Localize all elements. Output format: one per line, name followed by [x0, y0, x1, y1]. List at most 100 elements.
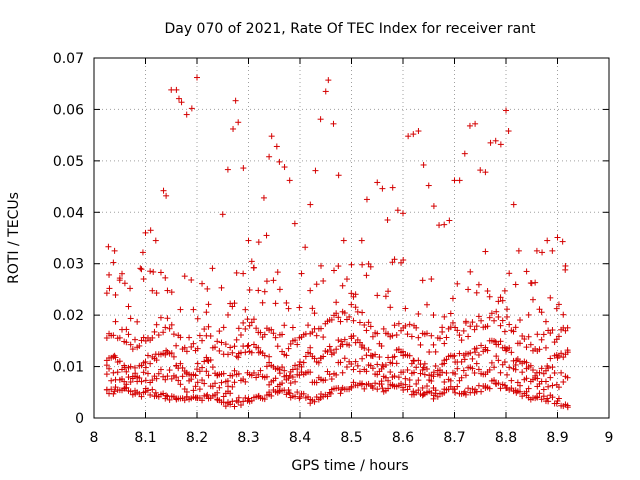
data-point — [359, 355, 366, 362]
data-point — [302, 353, 309, 360]
data-point — [512, 281, 519, 288]
data-point — [536, 346, 543, 353]
data-point — [311, 355, 318, 362]
data-point — [421, 371, 428, 378]
data-point — [555, 333, 562, 340]
data-point — [207, 356, 214, 363]
data-point — [380, 325, 387, 332]
data-point — [175, 377, 182, 384]
data-point — [441, 313, 448, 320]
data-point — [395, 320, 402, 327]
data-point — [348, 384, 355, 391]
data-point — [339, 282, 346, 289]
data-point — [222, 341, 229, 348]
data-point — [488, 359, 495, 366]
data-point — [110, 390, 117, 397]
data-point — [123, 381, 130, 388]
data-point — [261, 331, 268, 338]
data-point — [222, 403, 229, 410]
data-point — [439, 390, 446, 397]
data-point — [473, 360, 480, 367]
data-point — [328, 376, 335, 383]
data-point — [456, 332, 463, 339]
data-point — [177, 334, 184, 341]
data-point — [369, 333, 376, 340]
data-point — [428, 332, 435, 339]
data-point — [510, 357, 517, 364]
data-point — [327, 347, 334, 354]
data-point — [183, 111, 190, 118]
data-point — [192, 383, 199, 390]
axis-ticks — [93, 57, 610, 419]
data-point — [452, 370, 459, 377]
data-point — [281, 367, 288, 374]
data-point — [439, 369, 446, 376]
data-point — [562, 262, 569, 269]
data-point — [199, 364, 206, 371]
data-point — [359, 380, 366, 387]
data-point — [486, 366, 493, 373]
data-point — [305, 322, 312, 329]
data-point — [462, 391, 469, 398]
y-tick-label: 0.01 — [53, 360, 84, 376]
data-point — [527, 341, 534, 348]
data-point — [235, 119, 242, 126]
data-point — [436, 335, 443, 342]
data-point — [298, 363, 305, 370]
data-point — [105, 243, 112, 250]
data-point — [529, 296, 536, 303]
data-point — [127, 341, 134, 348]
data-point — [423, 330, 430, 337]
data-point — [279, 380, 286, 387]
data-point — [495, 313, 502, 320]
data-point — [402, 305, 409, 312]
data-point — [473, 323, 480, 330]
data-point — [127, 315, 134, 322]
data-point — [305, 393, 312, 400]
data-point — [343, 276, 350, 283]
data-point — [495, 341, 502, 348]
data-point — [555, 384, 562, 391]
data-point — [341, 355, 348, 362]
data-point — [492, 137, 499, 144]
data-point — [534, 375, 541, 382]
data-point — [129, 391, 136, 398]
data-point — [356, 368, 363, 375]
data-point — [274, 343, 281, 350]
data-point — [458, 358, 465, 365]
data-point — [330, 120, 337, 127]
data-point — [147, 360, 154, 367]
data-point — [188, 343, 195, 350]
data-point — [341, 336, 348, 343]
data-point — [555, 395, 562, 402]
data-point — [564, 347, 571, 354]
data-point — [123, 339, 130, 346]
data-point — [514, 379, 521, 386]
data-point — [519, 332, 526, 339]
data-point — [540, 393, 547, 400]
x-tick-label: 8.8 — [495, 430, 517, 446]
data-point — [157, 366, 164, 373]
data-point — [294, 389, 301, 396]
data-point — [318, 325, 325, 332]
data-point — [173, 374, 180, 381]
data-point — [150, 268, 157, 275]
data-point — [242, 349, 249, 356]
data-point — [285, 345, 292, 352]
data-point — [179, 373, 186, 380]
data-point — [190, 387, 197, 394]
data-point — [417, 341, 424, 348]
data-point — [276, 158, 283, 165]
data-point — [307, 201, 314, 208]
data-point — [363, 368, 370, 375]
data-point — [123, 368, 130, 375]
data-point — [322, 88, 329, 95]
data-point — [337, 390, 344, 397]
data-point — [106, 271, 113, 278]
data-point — [488, 310, 495, 317]
data-point — [495, 380, 502, 387]
data-point — [166, 367, 173, 374]
chart-title: Day 070 of 2021, Rate Of TEC Index for r… — [164, 21, 536, 37]
data-point — [395, 346, 402, 353]
data-point — [173, 342, 180, 349]
